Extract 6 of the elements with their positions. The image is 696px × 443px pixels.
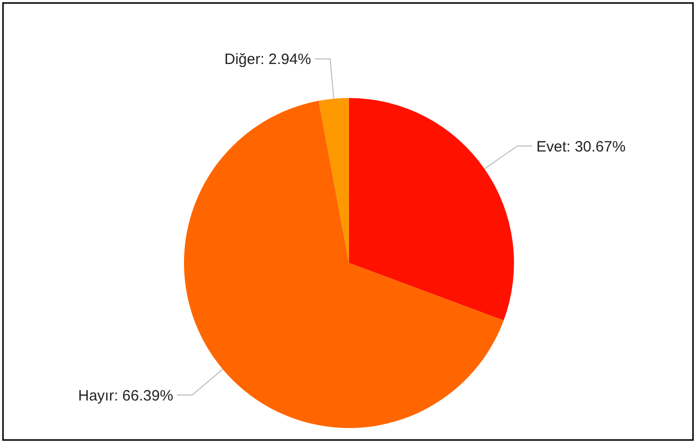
pie-slice — [184, 100, 504, 428]
pie-slice — [349, 98, 514, 321]
slice-label: Diğer: 2.94% — [224, 51, 312, 68]
pie-slice — [318, 98, 349, 263]
slice-label: Evet: 30.67% — [536, 138, 626, 156]
slice-label: Hayır: 66.39% — [78, 387, 174, 404]
